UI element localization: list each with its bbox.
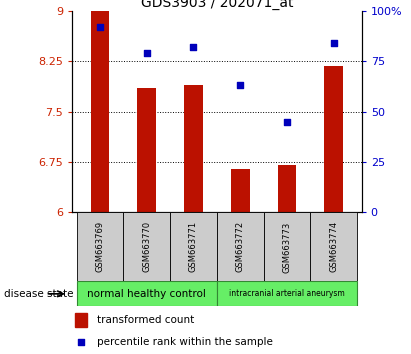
Point	[330, 40, 337, 46]
Text: disease state: disease state	[4, 289, 74, 299]
Bar	[277, 165, 296, 212]
Bar	[137, 88, 156, 212]
Bar	[76, 212, 123, 281]
Text: intracranial arterial aneurysm: intracranial arterial aneurysm	[229, 289, 345, 298]
Point	[78, 340, 85, 346]
Text: percentile rank within the sample: percentile rank within the sample	[97, 337, 272, 348]
Point	[284, 119, 290, 125]
Bar	[90, 11, 109, 212]
Text: GSM663774: GSM663774	[329, 221, 338, 273]
Bar	[123, 212, 170, 281]
Bar	[184, 85, 203, 212]
Text: GSM663773: GSM663773	[282, 221, 291, 273]
Point	[237, 82, 243, 88]
Text: normal healthy control: normal healthy control	[87, 289, 206, 299]
Bar	[217, 281, 357, 306]
Bar	[231, 169, 249, 212]
Point	[143, 50, 150, 56]
Bar	[217, 212, 263, 281]
Text: transformed count: transformed count	[97, 315, 194, 325]
Bar	[170, 212, 217, 281]
Title: GDS3903 / 202071_at: GDS3903 / 202071_at	[141, 0, 293, 10]
Point	[97, 24, 103, 30]
Bar	[263, 212, 310, 281]
Bar	[75, 313, 87, 326]
Text: GSM663770: GSM663770	[142, 221, 151, 273]
Bar	[76, 281, 217, 306]
Text: GSM663771: GSM663771	[189, 221, 198, 273]
Bar	[310, 212, 357, 281]
Point	[190, 44, 197, 50]
Bar	[324, 67, 343, 212]
Text: GSM663772: GSM663772	[236, 221, 245, 273]
Text: GSM663769: GSM663769	[95, 221, 104, 273]
